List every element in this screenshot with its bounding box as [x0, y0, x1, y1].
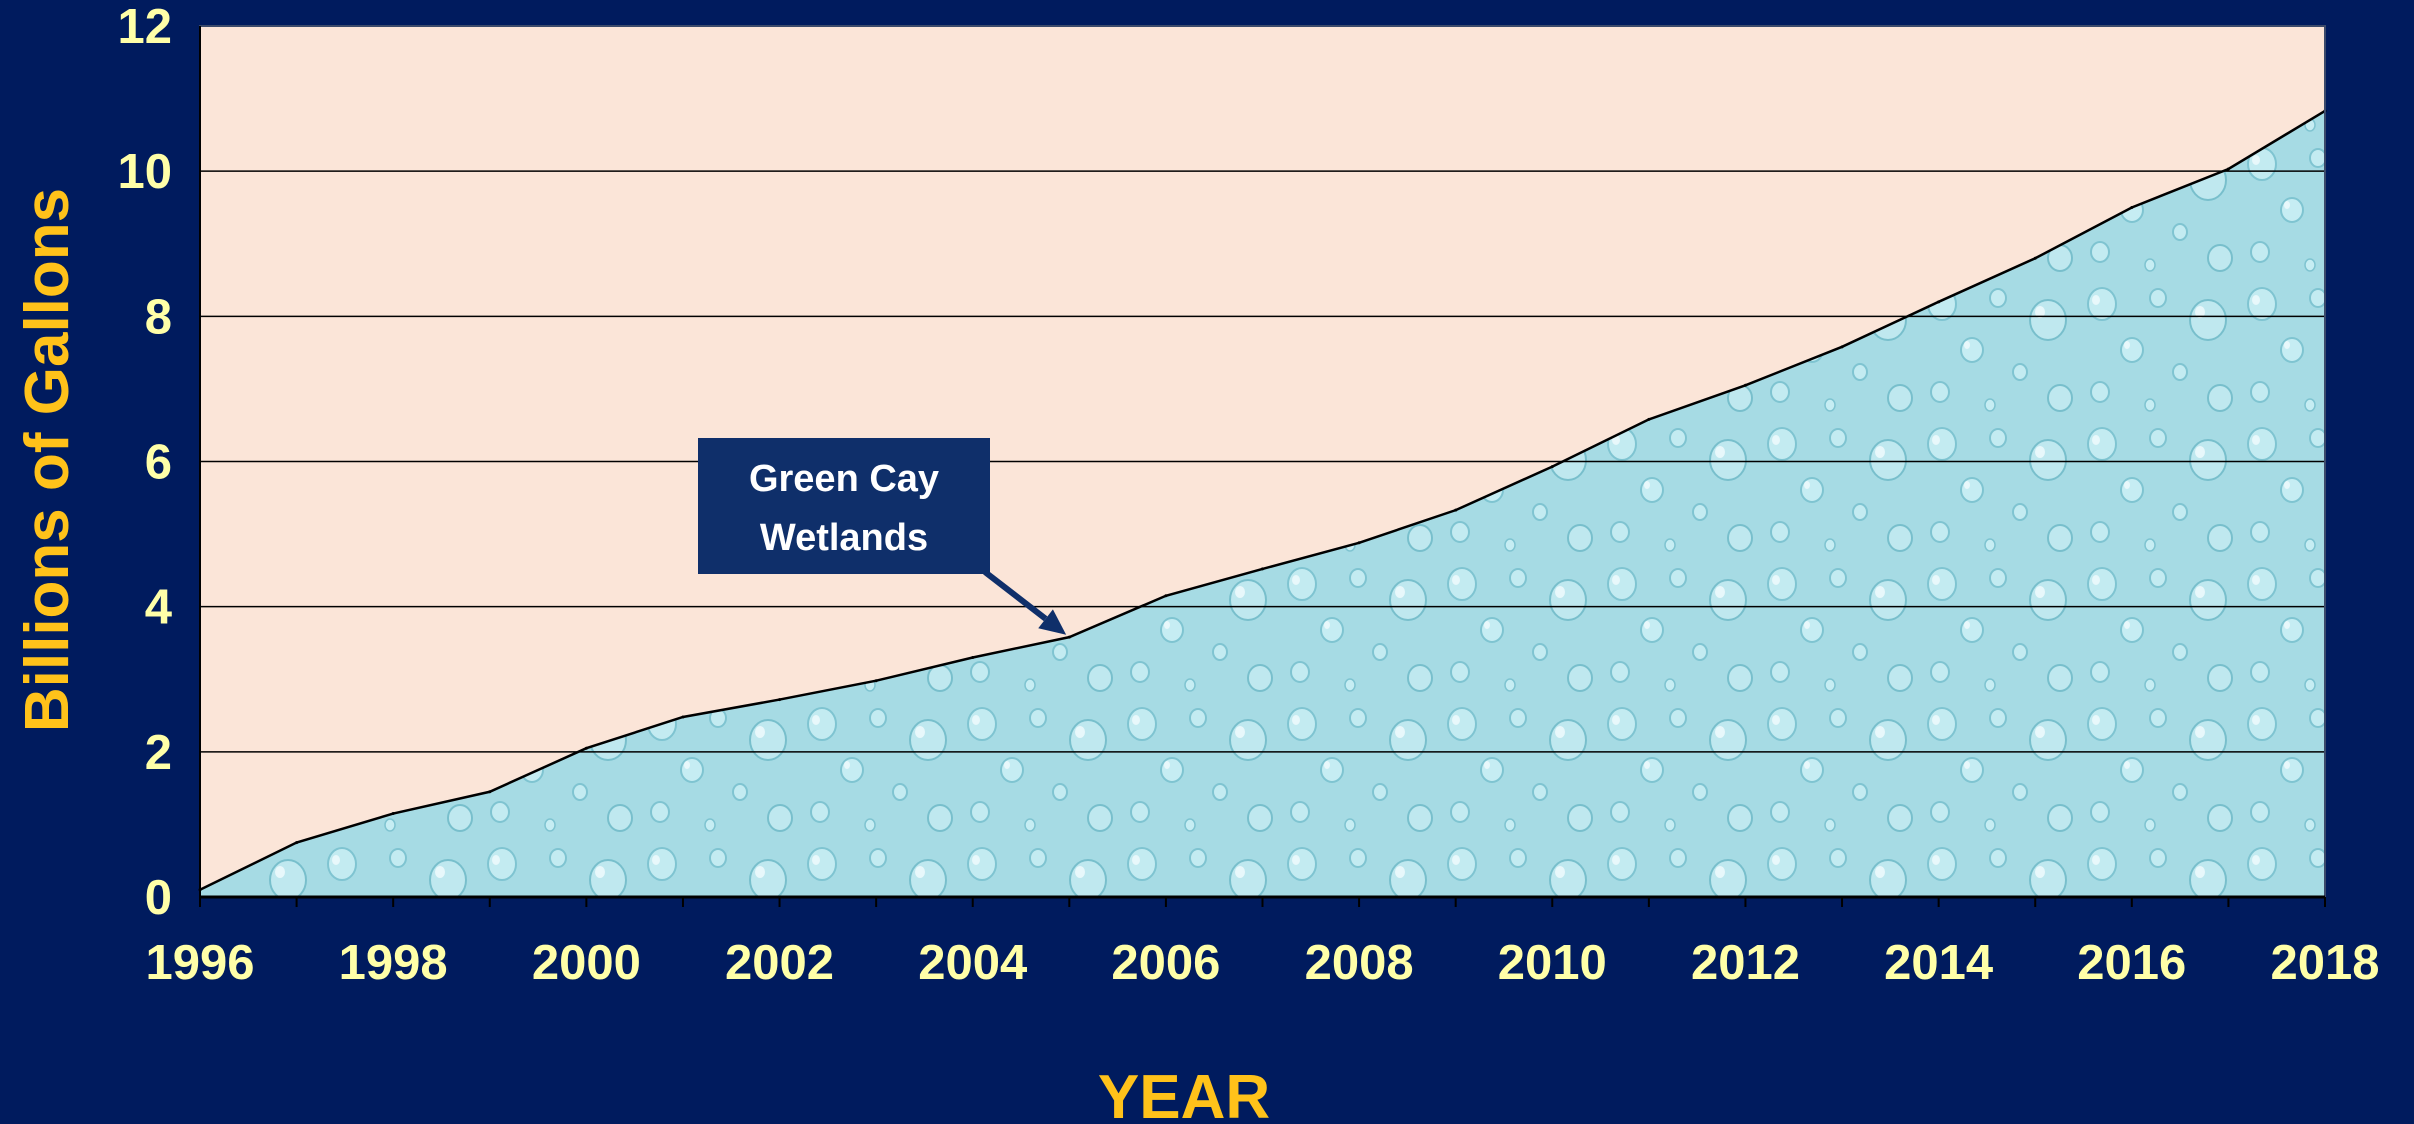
annotation-box [698, 438, 990, 574]
x-tick-label-2016: 2016 [2077, 936, 2186, 990]
data-point-1999 [488, 790, 492, 794]
data-point-2003 [874, 679, 878, 683]
data-point-2000 [584, 746, 588, 750]
annotation-green-cay-wetlands: Green Cay Wetlands [698, 438, 1067, 635]
data-point-2001 [681, 715, 685, 719]
data-point-2005 [1067, 635, 1071, 639]
x-tick-label-2018: 2018 [2270, 936, 2379, 990]
x-tick-label-2008: 2008 [1305, 936, 1414, 990]
data-point-2011 [1647, 417, 1651, 421]
x-tick-label-1996: 1996 [145, 936, 254, 990]
y-axis-title: Billions of Gallons [13, 188, 82, 732]
data-point-2016 [2130, 205, 2134, 209]
y-tick-label-6: 6 [145, 436, 172, 490]
y-tick-label-0: 0 [145, 871, 172, 925]
annotation-arrow [983, 569, 1048, 622]
x-tick-label-1998: 1998 [339, 936, 448, 990]
x-tick-label-2006: 2006 [1111, 936, 1220, 990]
annotation-line-1: Green Cay [749, 458, 939, 500]
data-point-2004 [971, 655, 975, 659]
area-fill-series-1 [200, 110, 2325, 898]
data-point-2009 [1454, 508, 1458, 512]
x-tick-label-2012: 2012 [1691, 936, 1800, 990]
x-axis-title: YEAR [1098, 1063, 1270, 1124]
x-tick-label-2004: 2004 [918, 936, 1027, 990]
y-tick-label-10: 10 [117, 145, 172, 199]
data-point-2015 [2033, 256, 2037, 260]
data-point-2012 [1743, 383, 1747, 387]
data-point-1997 [295, 841, 299, 845]
data-point-1998 [391, 812, 395, 816]
data-point-2007 [1261, 567, 1264, 571]
data-point-2008 [1357, 541, 1361, 545]
x-tick-label-2010: 2010 [1498, 936, 1607, 990]
data-point-2006 [1164, 594, 1168, 598]
y-tick-label-12: 12 [117, 0, 172, 54]
data-point-2002 [778, 698, 782, 702]
x-tick-label-2002: 2002 [725, 936, 834, 990]
y-tick-label-8: 8 [145, 290, 172, 344]
data-point-2010 [1550, 465, 1554, 469]
x-tick-label-2014: 2014 [1884, 936, 1993, 990]
x-tick-label-2000: 2000 [532, 936, 641, 990]
data-point-2017 [2226, 167, 2230, 171]
annotation-arrowhead [1038, 609, 1067, 635]
data-point-2014 [1937, 300, 1941, 304]
data-point-2013 [1840, 345, 1844, 349]
y-tick-label-2: 2 [145, 726, 172, 780]
annotation-line-2: Wetlands [760, 517, 928, 559]
y-tick-label-4: 4 [145, 581, 172, 635]
